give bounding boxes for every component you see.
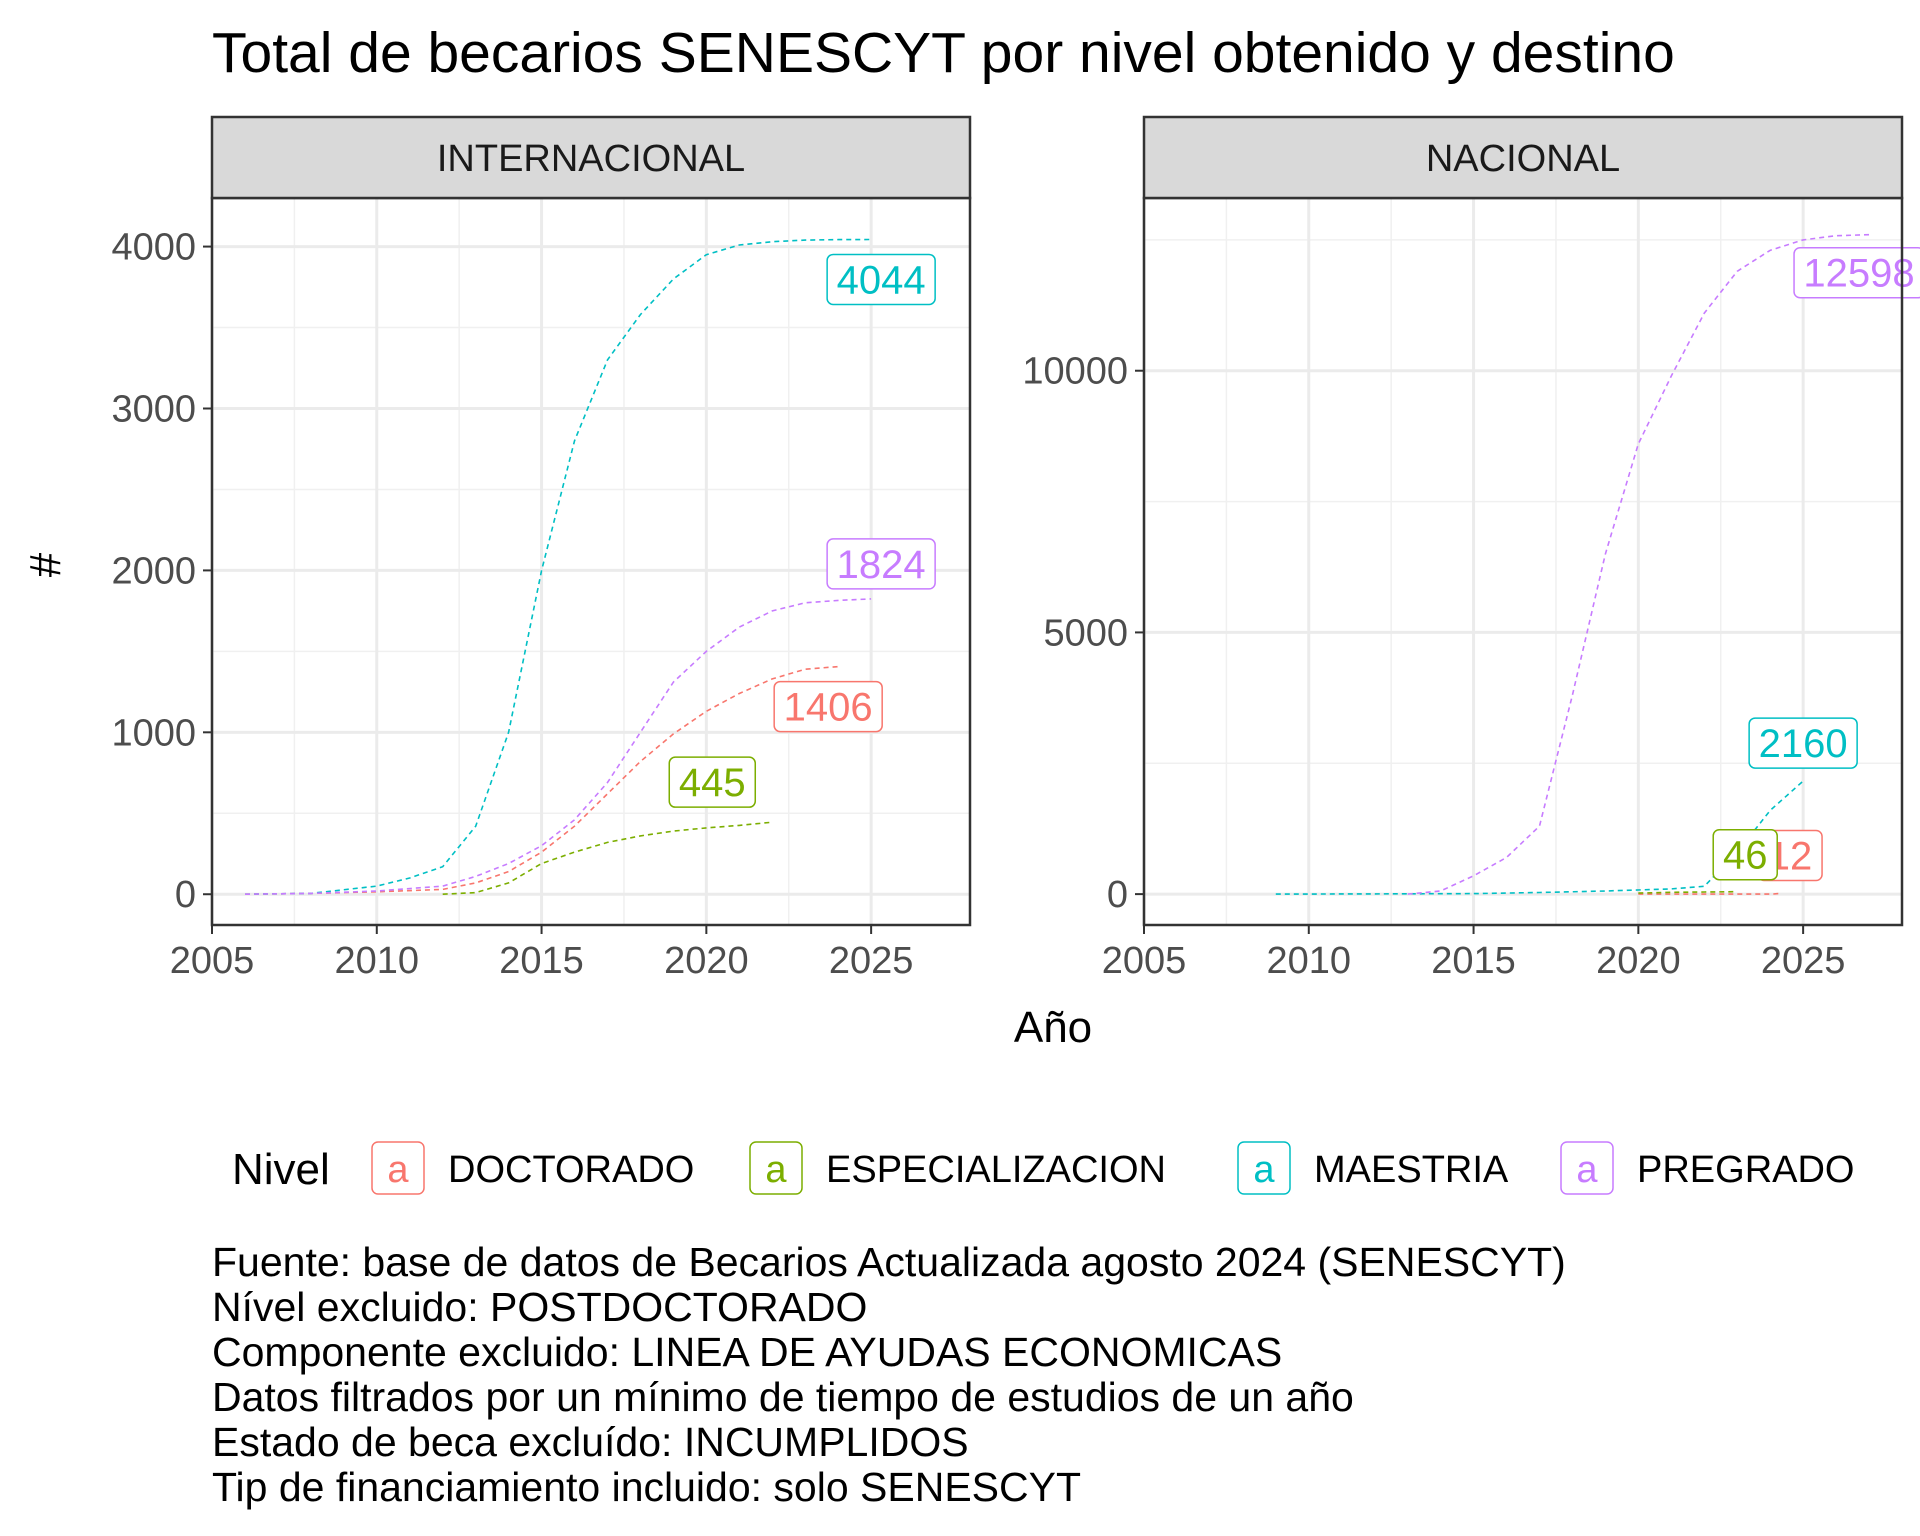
y-tick-label: 0 [1107,874,1128,916]
y-axis-title: # [21,552,70,577]
end-label-doctorado: 1406 [773,680,883,733]
series-line-maestria [1275,780,1804,895]
legend: Nivel a DOCTORADO a ESPECIALIZACION a MAESTRIA… [232,1141,1854,1195]
end-label-box [668,756,757,808]
end-label-text: 445 [679,761,746,805]
y-tick-label: 0 [175,874,196,916]
end-label-text: 4044 [837,258,926,302]
legend-item-especializacion: a ESPECIALIZACION [749,1141,1166,1195]
legend-item-doctorado: a DOCTORADO [371,1141,694,1195]
legend-label: PREGRADO [1637,1149,1854,1191]
end-label-text: 1824 [837,543,926,587]
series-line-doctorado [1638,892,1781,895]
end-label-text: 2160 [1759,722,1848,766]
legend-key-glyph: a [1253,1149,1275,1191]
x-tick-label: 2005 [170,940,255,982]
caption-line: Datos filtrados por un mínimo de tiempo … [212,1374,1354,1420]
end-label-pregrado: 12598 [1793,246,1920,299]
plot-background [1144,198,1902,925]
facet-strip-label: INTERNACIONAL [437,138,745,180]
series-line-especializacion [442,821,773,895]
y-tick-label: 2000 [111,550,196,592]
y-tick-label: 1000 [111,712,196,754]
legend-key [749,1141,803,1195]
legend-key-glyph: a [1576,1149,1598,1191]
end-label-pregrado: 1824 [826,538,936,590]
series-line-especializacion [1638,890,1738,894]
series-line-pregrado [1407,233,1870,895]
end-label-especializacion: 445 [668,756,757,808]
y-tick-label: 5000 [1043,612,1128,654]
caption-line: Tip de financiamiento incluido: solo SEN… [212,1464,1082,1510]
x-tick-label: 2010 [335,940,420,982]
caption: Fuente: base de datos de Becarios Actual… [212,1240,1566,1510]
facet-strip-label: NACIONAL [1426,138,1620,180]
legend-key [1560,1141,1614,1195]
y-tick-label: 4000 [111,227,196,269]
panels-layer: 2005 2010 2015 2020 2025 0 1000 2000 3000 4000 140… [111,115,1920,982]
end-label-text: 1406 [784,686,873,730]
chart-title: Total de becarios SENESCYT por nivel obt… [212,21,1675,85]
y-tick-label: 3000 [111,388,196,430]
end-label-text: 12598 [1803,252,1914,296]
caption-line: Estado de beca excluído: INCUMPLIDOS [212,1419,969,1465]
x-tick-label: 2005 [1102,940,1187,982]
y-tick-label: 10000 [1022,351,1128,393]
legend-item-maestria: a MAESTRIA [1237,1141,1509,1195]
legend-key-glyph: a [387,1149,409,1191]
legend-label: ESPECIALIZACION [826,1149,1166,1191]
end-label-box [826,253,936,306]
caption-line: Fuente: base de datos de Becarios Actual… [212,1239,1566,1285]
legend-title: Nivel [232,1145,330,1194]
panel-internacional: 2005 2010 2015 2020 2025 0 1000 2000 3000 4000 140… [111,115,972,982]
x-tick-label: 2015 [499,940,584,982]
series-line-maestria [244,238,872,895]
legend-label: MAESTRIA [1314,1149,1509,1191]
caption-line: Nível excluido: POSTDOCTORADO [212,1284,868,1330]
end-label-especializacion: 46 [1712,828,1778,881]
end-label-box [1793,246,1920,299]
x-tick-label: 2020 [664,940,749,982]
legend-key-glyph: a [765,1149,787,1191]
legend-key [371,1141,425,1195]
end-label-box [773,680,883,733]
facet-strip [1142,115,1904,200]
end-label-maestria: 4044 [826,253,936,306]
facet-strip [210,115,972,200]
x-axis-title: Año [1014,1003,1092,1052]
x-tick-label: 2020 [1596,940,1681,982]
series-line-pregrado [244,598,872,895]
x-tick-label: 2025 [829,940,914,982]
series-line-doctorado [244,665,839,895]
x-tick-label: 2010 [1267,940,1352,982]
legend-label: DOCTORADO [448,1149,694,1191]
legend-key [1237,1141,1291,1195]
x-tick-label: 2025 [1761,940,1846,982]
end-label-maestria: 2160 [1748,717,1858,769]
end-label-box [1748,717,1858,769]
panel-nacional: 2005 2010 2015 2020 202505000100001246216012… [1022,115,1920,982]
end-label-text: 46 [1723,834,1768,878]
x-tick-label: 2015 [1431,940,1516,982]
end-label-box [1712,828,1778,881]
end-label-box [826,538,936,590]
legend-item-pregrado: a PREGRADO [1560,1141,1854,1195]
caption-line: Componente excluido: LINEA DE AYUDAS ECO… [212,1329,1283,1375]
